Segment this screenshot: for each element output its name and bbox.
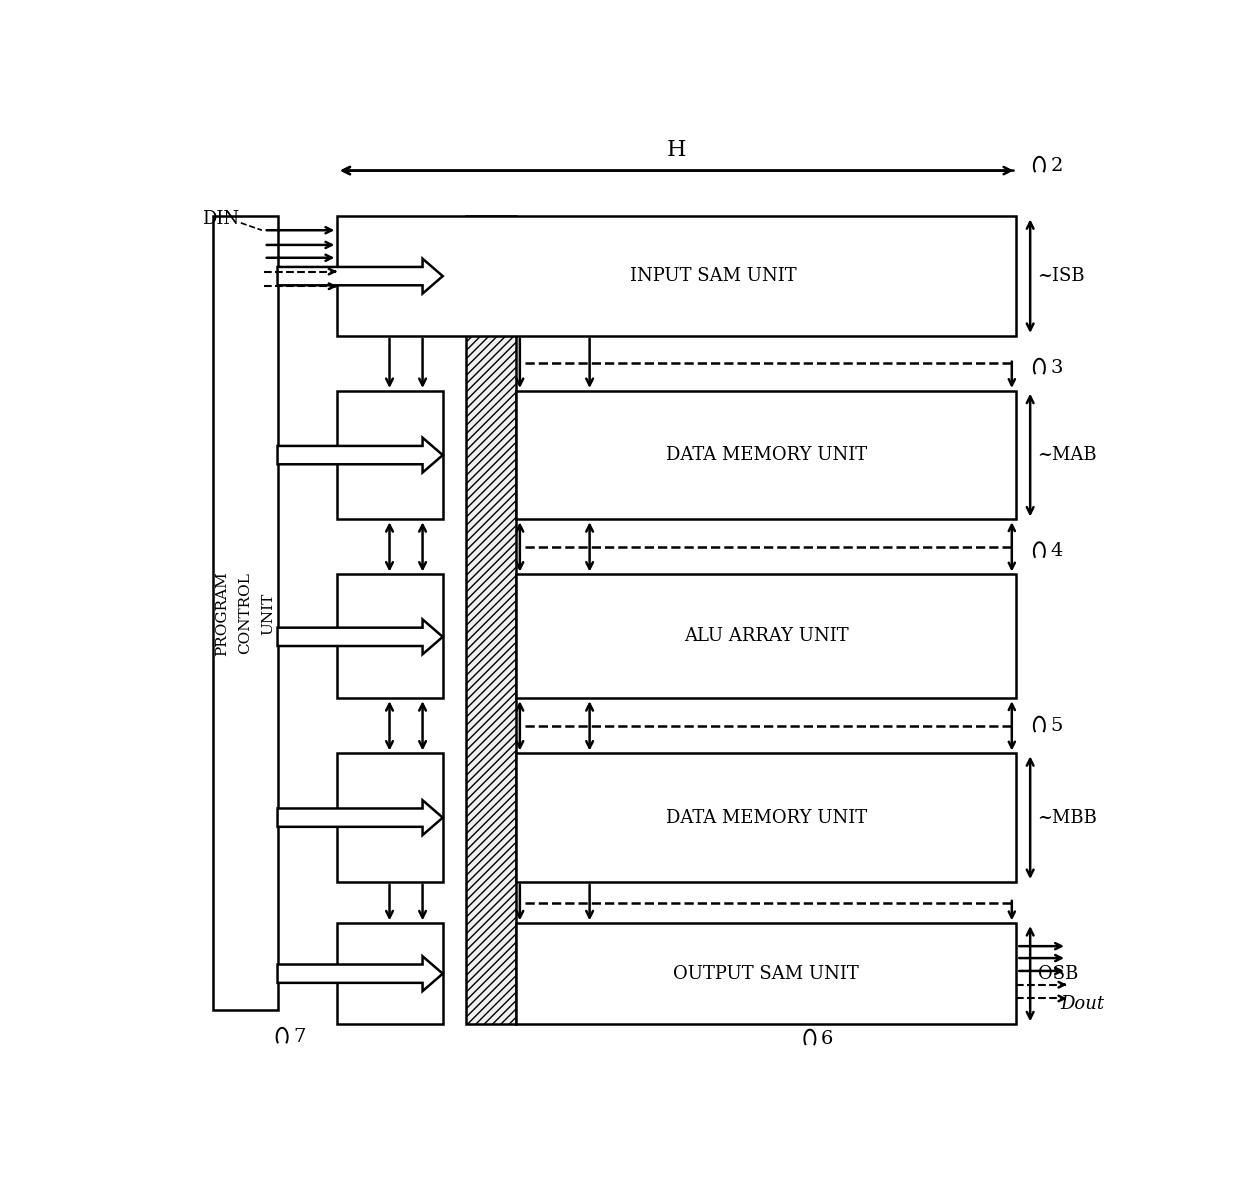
Text: ~MAB: ~MAB [1038, 446, 1097, 464]
Text: OSB: OSB [1038, 964, 1078, 982]
Text: DATA MEMORY UNIT: DATA MEMORY UNIT [666, 808, 867, 827]
Bar [337, 753, 443, 882]
Text: INPUT SAM UNIT: INPUT SAM UNIT [630, 267, 797, 285]
Polygon shape [278, 956, 443, 991]
Text: 5: 5 [1050, 716, 1063, 735]
Bar [337, 217, 1017, 336]
Text: 3: 3 [1050, 359, 1063, 377]
Bar [213, 217, 278, 1011]
Text: 6: 6 [821, 1030, 833, 1048]
Bar [337, 575, 443, 699]
Text: Dout: Dout [1060, 995, 1105, 1013]
Text: DIN: DIN [202, 210, 239, 228]
Text: H: H [667, 139, 687, 161]
Text: ALU ARRAY UNIT: ALU ARRAY UNIT [684, 627, 848, 645]
Text: ~ISB: ~ISB [1038, 267, 1085, 285]
Polygon shape [278, 437, 443, 472]
Polygon shape [278, 259, 443, 293]
Bar [516, 753, 1017, 882]
Text: PROGRAM
CONTROL
UNIT: PROGRAM CONTROL UNIT [216, 571, 275, 656]
Bar [516, 923, 1017, 1024]
Bar [337, 923, 443, 1024]
Text: ~MBB: ~MBB [1038, 808, 1097, 827]
Polygon shape [278, 800, 443, 836]
Bar [337, 391, 443, 520]
Text: DATA MEMORY UNIT: DATA MEMORY UNIT [666, 446, 867, 464]
Bar [516, 575, 1017, 699]
Bar [516, 391, 1017, 520]
Polygon shape [278, 620, 443, 654]
Text: 4: 4 [1050, 542, 1063, 560]
Text: OUTPUT SAM UNIT: OUTPUT SAM UNIT [673, 964, 859, 982]
Bar [466, 217, 516, 1024]
Text: 2: 2 [1050, 157, 1063, 175]
Text: 7: 7 [293, 1028, 305, 1047]
